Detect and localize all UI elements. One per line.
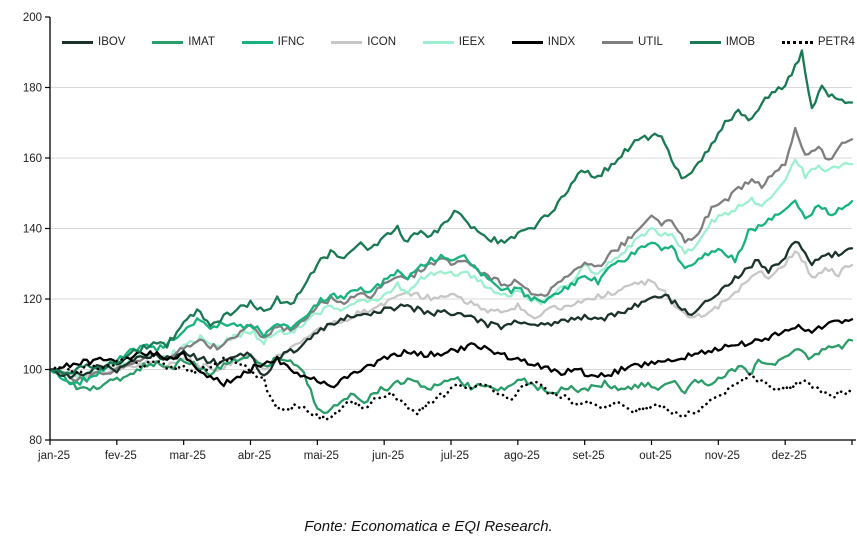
y-tick-label: 160 xyxy=(23,153,42,165)
series-line-imat xyxy=(48,338,854,415)
source-caption: Fonte: Economatica e EQI Research. xyxy=(304,518,553,535)
series-line-ieex xyxy=(48,158,854,380)
legend-item-indx: INDX xyxy=(511,36,576,48)
y-tick-label: 100 xyxy=(23,365,42,377)
x-tick-label: jun-25 xyxy=(371,450,404,462)
legend-label-ibov: IBOV xyxy=(98,36,126,48)
x-tick-label: fev-25 xyxy=(105,450,137,462)
x-tick-label: ago-25 xyxy=(504,450,540,462)
legend-label-ieex: IEEX xyxy=(458,36,485,48)
series-line-ibov xyxy=(48,240,854,380)
legend-label-icon: ICON xyxy=(367,36,396,48)
series-line-util xyxy=(48,126,854,383)
x-tick-label: abr-25 xyxy=(238,450,271,462)
x-tick-label: jan-25 xyxy=(37,450,70,462)
legend-item-ibov: IBOV xyxy=(62,36,125,48)
legend-swatch-ibov xyxy=(62,40,93,44)
legend-label-imob: IMOB xyxy=(725,36,756,48)
legend-label-ifnc: IFNC xyxy=(277,36,305,48)
legend: IBOV IMAT IFNC ICON IEEX INDX UTIL IMOB PETR4 xyxy=(62,36,855,48)
y-tick-label: 80 xyxy=(29,435,42,447)
y-tick-label: 180 xyxy=(23,83,42,95)
legend-label-util: UTIL xyxy=(638,36,663,48)
x-tick-label: mai-25 xyxy=(304,450,339,462)
series-line-indx xyxy=(48,318,854,389)
legend-item-util: UTIL xyxy=(602,36,663,48)
legend-swatch-ieex xyxy=(422,40,454,44)
y-tick-label: 120 xyxy=(23,294,42,306)
x-tick-label: dez-25 xyxy=(772,450,807,462)
y-tick-label: 140 xyxy=(23,224,42,236)
legend-item-petr4: PETR4 xyxy=(781,36,855,48)
series-line-icon xyxy=(48,250,854,381)
series-line-imob xyxy=(48,49,854,376)
x-tick-label: out-25 xyxy=(639,450,672,462)
legend-item-icon: ICON xyxy=(331,36,396,48)
legend-swatch-ifnc xyxy=(241,40,273,44)
chart-canvas: 80 100 120 140 160 180 200 jan-25 fev-25 mar-25 ab… xyxy=(23,12,856,462)
y-tick-label: 200 xyxy=(23,12,42,24)
legend-swatch-util xyxy=(602,40,633,44)
legend-swatch-indx xyxy=(511,40,543,44)
legend-item-imob: IMOB xyxy=(689,36,756,48)
legend-label-imat: IMAT xyxy=(188,36,215,48)
x-tick-label: mar-25 xyxy=(169,450,205,462)
x-tick-label: set-25 xyxy=(573,450,605,462)
legend-swatch-imob xyxy=(689,40,721,44)
legend-label-indx: INDX xyxy=(547,36,576,48)
legend-swatch-petr4 xyxy=(781,40,813,44)
legend-item-ifnc: IFNC xyxy=(241,36,305,48)
legend-label-petr4: PETR4 xyxy=(817,36,855,48)
legend-swatch-imat xyxy=(152,40,184,44)
x-tick-label: nov-25 xyxy=(705,450,740,462)
x-tick-label: jul-25 xyxy=(440,450,469,462)
legend-swatch-icon xyxy=(331,40,363,44)
legend-item-imat: IMAT xyxy=(152,36,215,48)
series-line-ifnc xyxy=(48,199,854,386)
series-line-petr4 xyxy=(48,356,854,421)
legend-item-ieex: IEEX xyxy=(422,36,485,48)
